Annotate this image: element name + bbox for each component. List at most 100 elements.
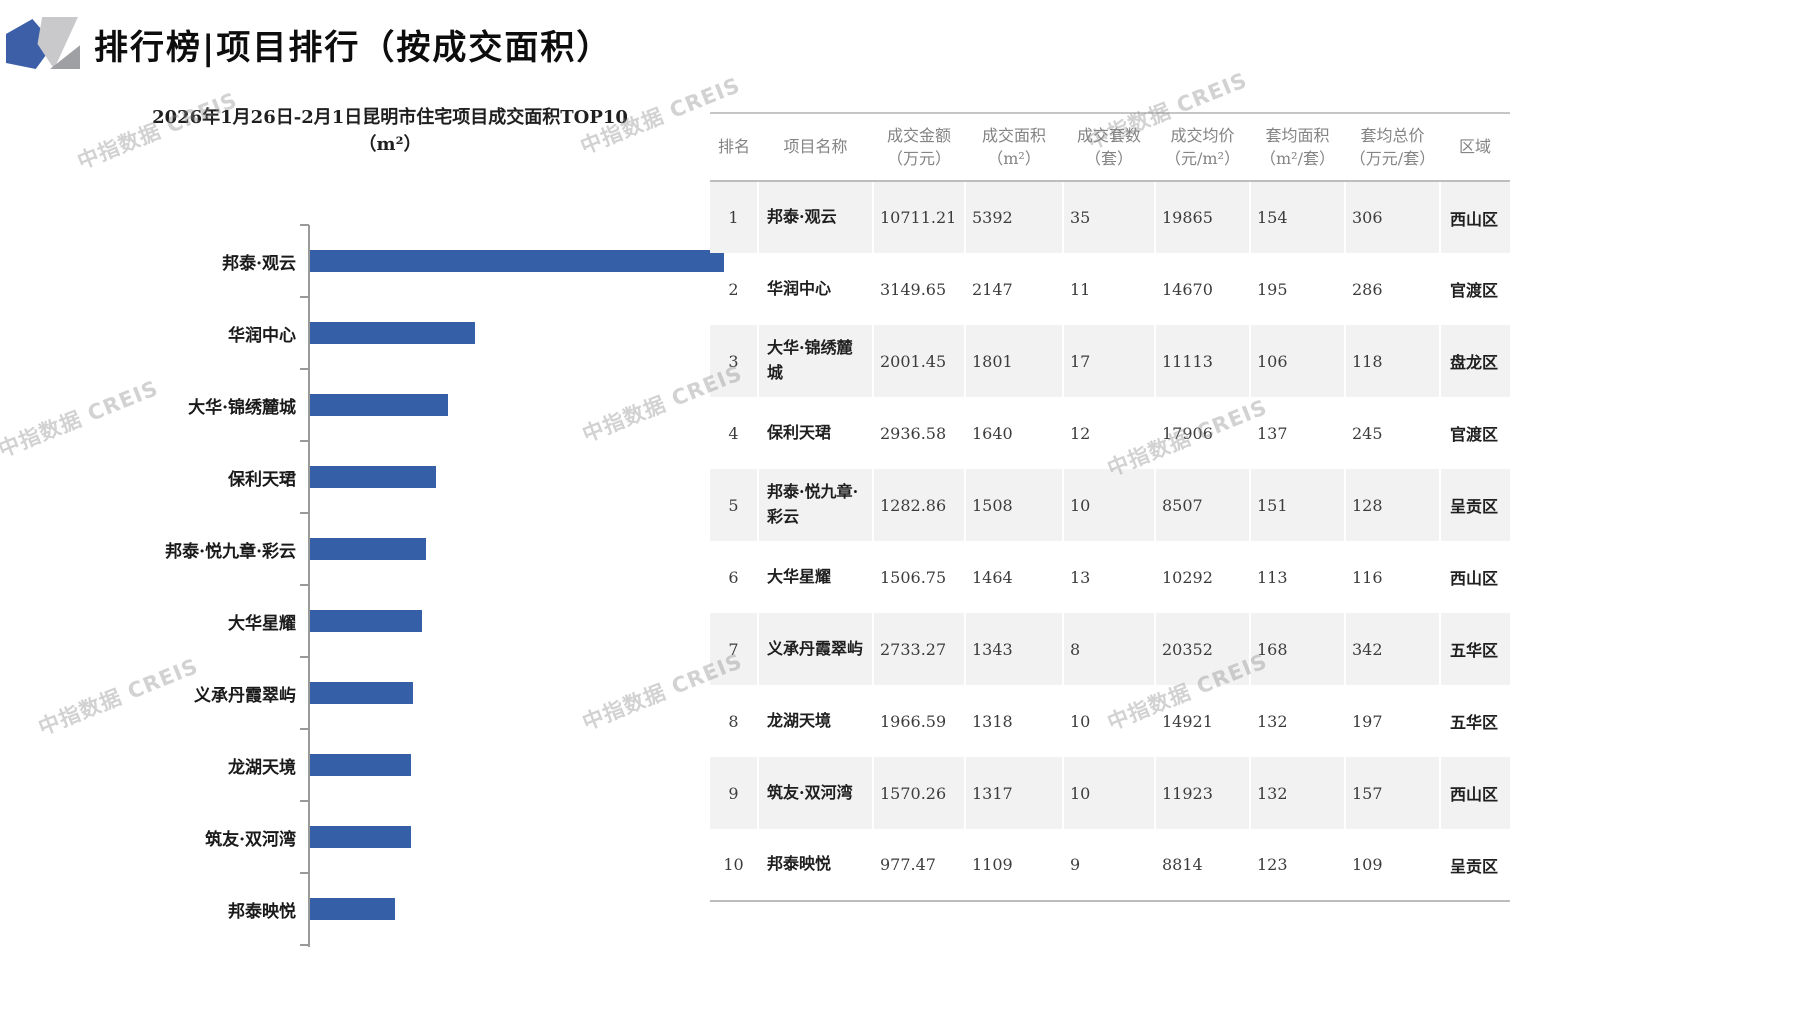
value-cell: 1317 [964, 757, 1063, 829]
region-cell: 呈贡区 [1439, 829, 1510, 902]
column-header: 排名 [710, 112, 758, 182]
region-cell: 盘龙区 [1439, 325, 1510, 397]
value-cell: 113 [1249, 541, 1345, 613]
region-cell: 西山区 [1439, 541, 1510, 613]
value-cell: 157 [1344, 757, 1440, 829]
value-cell: 154 [1249, 181, 1345, 253]
chart-bar-track [310, 898, 740, 920]
value-cell: 10711.21 [872, 181, 965, 253]
project-name-cell: 华润中心 [757, 253, 873, 325]
axis-tick [300, 656, 309, 658]
value-cell: 5392 [964, 181, 1063, 253]
value-cell: 132 [1249, 757, 1345, 829]
chart-category-row: 邦泰映悦 [78, 873, 740, 945]
value-cell: 1282.86 [872, 469, 965, 541]
value-cell: 10 [1062, 757, 1155, 829]
chart-title: 2026年1月26日-2月1日昆明市住宅项目成交面积TOP10（m²） [152, 107, 628, 155]
bar [310, 250, 725, 272]
chart-category-label: 大华·锦绣麓城 [188, 397, 296, 418]
bar [310, 682, 414, 704]
value-cell: 10 [1062, 469, 1155, 541]
chart-category-label: 邦泰·观云 [222, 253, 296, 274]
project-name-cell: 大华星耀 [757, 541, 873, 613]
rank-cell: 2 [728, 279, 739, 299]
rank-cell: 5 [728, 495, 739, 515]
chart-bar-track [310, 538, 740, 560]
axis-tick [300, 512, 309, 514]
value-cell: 109 [1344, 829, 1440, 902]
value-cell: 13 [1062, 541, 1155, 613]
axis-tick [300, 800, 309, 802]
region-cell: 西山区 [1439, 181, 1510, 253]
column-header: 成交套数 （套） [1063, 112, 1155, 182]
value-cell: 1966.59 [872, 685, 965, 757]
column-header: 成交金额 （万元） [873, 112, 965, 182]
value-cell: 8507 [1154, 469, 1250, 541]
ranking-table: 排名 项目名称 成交金额 （万元） 成交面积 （m²） 成交套数 （套） 成交均价 （元/… [710, 112, 1510, 902]
chart-bar-track [310, 322, 740, 344]
bar [310, 898, 396, 920]
value-cell: 1109 [964, 829, 1063, 902]
creis-logo-icon [6, 14, 80, 72]
region-cell: 五华区 [1439, 685, 1510, 757]
value-cell: 1570.26 [872, 757, 965, 829]
chart-category-label: 筑友·双河湾 [205, 829, 296, 850]
value-cell: 2001.45 [872, 325, 965, 397]
value-cell: 342 [1344, 613, 1440, 685]
value-cell: 1508 [964, 469, 1063, 541]
chart-category-label: 龙湖天境 [228, 757, 296, 778]
column-header: 套均总价 （万元/套） [1345, 112, 1440, 182]
value-cell: 1640 [964, 397, 1063, 469]
axis-tick [300, 584, 309, 586]
table-body: 1 邦泰·观云 10711.21 5392 35 19865 154 306 西山区 2 华润中心 3… [710, 181, 1510, 902]
bar [310, 826, 412, 848]
page-title: 排行榜|项目排行（按成交面积） [94, 28, 613, 68]
chart-category-row: 保利天珺 [78, 441, 740, 513]
chart-bar-track [310, 250, 740, 272]
region-cell: 官渡区 [1439, 397, 1510, 469]
chart-category-row: 义承丹霞翠屿 [78, 657, 740, 729]
rank-cell: 1 [728, 208, 739, 227]
column-header: 项目名称 [758, 112, 873, 182]
bar-chart: 邦泰·观云 华润中心 大华·锦绣麓城 保利天珺 邦泰·悦九章·彩云 大华星耀 义承丹霞翠屿龙… [78, 224, 740, 947]
value-cell: 245 [1344, 397, 1440, 469]
chart-category-row: 龙湖天境 [78, 729, 740, 801]
project-name-cell: 邦泰·观云 [757, 181, 873, 253]
value-cell: 2147 [964, 253, 1063, 325]
value-cell: 1343 [964, 613, 1063, 685]
value-cell: 8 [1062, 613, 1155, 685]
value-cell: 977.47 [872, 829, 965, 902]
value-cell: 14670 [1154, 253, 1250, 325]
value-cell: 1464 [964, 541, 1063, 613]
table-header-row: 排名 项目名称 成交金额 （万元） 成交面积 （m²） 成交套数 （套） 成交均价 （元/… [710, 112, 1510, 182]
y-axis-line [308, 225, 310, 947]
chart-category-row: 筑友·双河湾 [78, 801, 740, 873]
value-cell: 151 [1249, 469, 1345, 541]
value-cell: 195 [1249, 253, 1345, 325]
axis-tick [300, 944, 309, 946]
chart-category-label: 大华星耀 [228, 613, 296, 634]
rank-cell: 3 [728, 351, 739, 371]
chart-category-row: 邦泰·观云 [78, 225, 740, 297]
chart-category-row: 大华星耀 [78, 585, 740, 657]
value-cell: 17906 [1154, 397, 1250, 469]
chart-bar-track [310, 826, 740, 848]
rank-cell: 6 [728, 567, 739, 587]
region-cell: 呈贡区 [1439, 469, 1510, 541]
table-row: 5 邦泰·悦九章·彩云 1282.86 1508 10 8507 151 128 呈贡区 [710, 469, 1510, 541]
value-cell: 11923 [1154, 757, 1250, 829]
value-cell: 19865 [1154, 181, 1250, 253]
column-header: 区域 [1440, 112, 1510, 182]
rank-cell: 8 [728, 711, 739, 731]
axis-tick [300, 728, 309, 730]
value-cell: 10 [1062, 685, 1155, 757]
axis-tick [300, 872, 309, 874]
bar [310, 754, 412, 776]
value-cell: 1801 [964, 325, 1063, 397]
chart-bar-track [310, 610, 740, 632]
value-cell: 1318 [964, 685, 1063, 757]
bar [310, 610, 423, 632]
bar-chart-rows: 邦泰·观云 华润中心 大华·锦绣麓城 保利天珺 邦泰·悦九章·彩云 大华星耀 义承丹霞翠屿龙… [78, 225, 740, 947]
value-cell: 132 [1249, 685, 1345, 757]
